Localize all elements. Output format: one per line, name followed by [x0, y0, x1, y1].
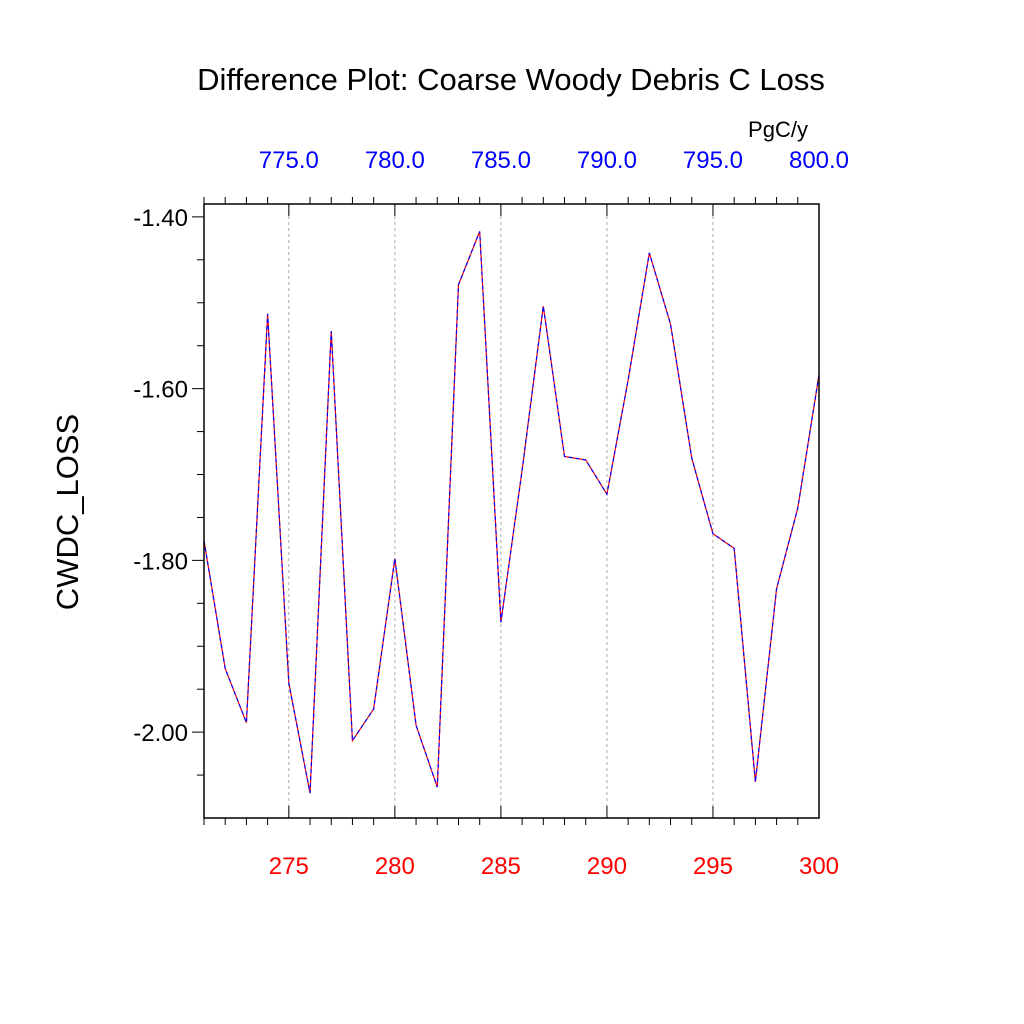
- x-tick-label: 290: [587, 853, 627, 880]
- plot-frame: [203, 203, 820, 819]
- series-group: [203, 231, 820, 794]
- top-tick-label: 775.0: [259, 147, 319, 174]
- ticks: [192, 197, 820, 825]
- top-axis-units: PgC/y: [748, 117, 808, 142]
- top-tick-label: 785.0: [471, 147, 531, 174]
- top-tick-label: 790.0: [577, 147, 637, 174]
- x-tick-label: 275: [269, 853, 309, 880]
- x-tick-label: 300: [799, 853, 839, 880]
- y-axis-label: CWDC_LOSS: [50, 414, 85, 610]
- x-tick-label: 280: [375, 853, 415, 880]
- series-red-line: [203, 231, 820, 794]
- y-tick-label: -1.60: [133, 377, 188, 404]
- x-tick-label: 295: [693, 853, 733, 880]
- top-tick-label: 795.0: [683, 147, 743, 174]
- top-tick-label: 800.0: [789, 147, 849, 174]
- chart-title: Difference Plot: Coarse Woody Debris C L…: [197, 62, 825, 97]
- tick-labels: 275 775.0 280 780.0 285 785.0 290 790.0 295 795.0…: [133, 147, 849, 880]
- series-blue-line: [203, 231, 820, 794]
- y-tick-label: -1.80: [133, 548, 188, 575]
- y-tick-label: -1.40: [133, 205, 188, 232]
- top-tick-label: 780.0: [365, 147, 425, 174]
- x-tick-label: 285: [481, 853, 521, 880]
- y-tick-label: -2.00: [133, 720, 188, 747]
- grid: [288, 204, 714, 818]
